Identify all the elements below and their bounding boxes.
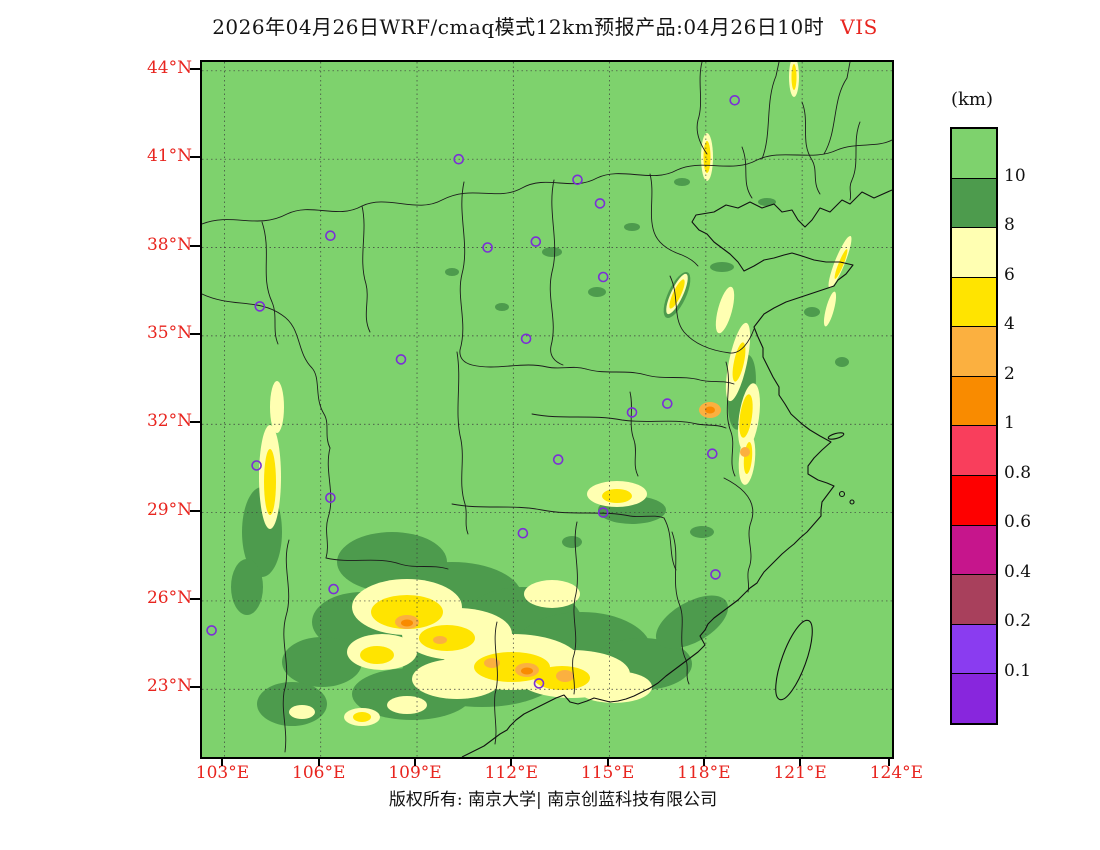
lon-axis-tick <box>317 757 320 766</box>
colorbar-tick-label: 2 <box>1004 363 1015 384</box>
colorbar-segment <box>952 375 996 426</box>
city-marker <box>594 198 606 209</box>
colorbar-tick-label: 10 <box>1004 165 1026 186</box>
lon-axis-label: 121°E <box>773 763 827 783</box>
offshore-island <box>838 490 846 498</box>
lon-axis-tick <box>606 757 609 766</box>
province-borders <box>202 62 892 753</box>
city-marker <box>520 333 532 345</box>
city-marker <box>453 153 465 165</box>
map-frame <box>200 60 894 759</box>
lat-axis-label: 35°N <box>146 322 192 343</box>
graticule-gridlines <box>202 62 892 757</box>
lon-axis-label: 103°E <box>195 763 250 783</box>
lon-axis-label: 115°E <box>580 763 635 783</box>
lat-axis-label: 29°N <box>146 499 192 520</box>
lat-axis-label: 23°N <box>146 676 192 697</box>
city-marker <box>254 301 266 312</box>
colorbar-segment <box>952 129 996 178</box>
colorbar-unit-label: (km) <box>950 89 994 110</box>
lat-axis-tick <box>190 686 200 689</box>
visibility-patches-1-2km <box>401 406 715 675</box>
title-variable-label: VIS <box>840 15 878 39</box>
colorbar-segment <box>952 177 996 228</box>
city-marker <box>530 236 542 247</box>
city-marker <box>597 507 609 518</box>
colorbar-tick-label: 0.2 <box>1004 611 1032 631</box>
lat-axis-label: 26°N <box>146 587 192 608</box>
lat-axis-label: 32°N <box>146 411 192 432</box>
lon-axis-tick <box>414 757 417 766</box>
lon-axis-tick <box>888 757 890 766</box>
lat-axis-tick <box>190 597 200 600</box>
colorbar-tick-label: 0.1 <box>1004 660 1032 681</box>
city-marker <box>729 94 741 106</box>
city-marker <box>325 492 336 504</box>
lat-axis-tick <box>190 332 200 335</box>
colorbar-tick-label: 0.8 <box>1004 462 1032 483</box>
lon-axis-tick <box>799 757 802 766</box>
colorbar-tick-label: 8 <box>1004 215 1015 235</box>
lon-axis-label: 112°E <box>484 763 538 783</box>
colorbar-tick-label: 0.4 <box>1004 561 1032 582</box>
city-marker <box>706 448 718 460</box>
city-markers-layer <box>206 94 741 689</box>
lon-axis-label: 109°E <box>388 763 442 783</box>
lat-axis-label: 41°N <box>146 146 192 167</box>
colorbar-tick-label: 0.6 <box>1004 512 1032 532</box>
chart-title: 2026年04月26日WRF/cmaq模式12km预报产品:04月26日10时 V… <box>212 11 878 40</box>
lat-axis-tick <box>190 156 200 159</box>
chongming-island <box>827 432 845 440</box>
colorbar-segment <box>952 524 996 575</box>
lon-axis-tick <box>221 757 224 766</box>
lat-axis-label: 38°N <box>146 234 192 255</box>
city-marker <box>710 569 721 580</box>
city-marker <box>572 174 583 186</box>
city-marker <box>395 354 407 365</box>
city-marker <box>626 407 638 418</box>
city-marker <box>517 527 529 539</box>
lat-axis-tick <box>190 509 200 512</box>
lon-axis-tick <box>702 757 705 766</box>
colorbar-segment <box>952 276 996 327</box>
city-marker <box>552 454 564 465</box>
colorbar <box>950 127 998 725</box>
lat-axis-label: 44°N <box>146 57 192 78</box>
lon-axis-tick <box>510 757 513 766</box>
offshore-island <box>849 499 855 505</box>
colorbar-tick-label: 1 <box>1004 413 1015 433</box>
title-text: 2026年04月26日WRF/cmaq模式12km预报产品:04月26日10时 <box>212 15 825 39</box>
colorbar-segment <box>952 425 996 476</box>
colorbar-segment <box>952 673 996 723</box>
city-marker <box>251 460 262 471</box>
coastline <box>461 189 892 757</box>
lon-axis-label: 124°E <box>869 763 924 783</box>
city-marker <box>206 625 217 636</box>
city-marker <box>328 583 339 595</box>
colorbar-segment <box>952 623 996 674</box>
city-marker <box>482 242 493 253</box>
taiwan-island <box>775 619 813 701</box>
city-marker <box>661 398 673 409</box>
colorbar-segment <box>952 574 996 624</box>
city-marker <box>533 678 545 689</box>
city-marker <box>325 230 336 241</box>
colorbar-segment <box>952 326 996 376</box>
colorbar-tick-label: 4 <box>1004 314 1015 334</box>
colorbar-segment <box>952 227 996 277</box>
lat-axis-tick <box>190 244 200 247</box>
city-marker <box>597 271 609 283</box>
lon-axis-label: 106°E <box>292 763 346 783</box>
copyright-footer: 版权所有: 南京大学| 南京创蓝科技有限公司 <box>388 790 718 810</box>
lon-axis-label: 118°E <box>677 763 731 783</box>
colorbar-tick-label: 6 <box>1004 264 1015 285</box>
lat-axis-tick <box>190 421 200 424</box>
colorbar-segment <box>952 475 996 525</box>
forecast-map <box>202 62 892 757</box>
lat-axis-tick <box>190 67 200 70</box>
